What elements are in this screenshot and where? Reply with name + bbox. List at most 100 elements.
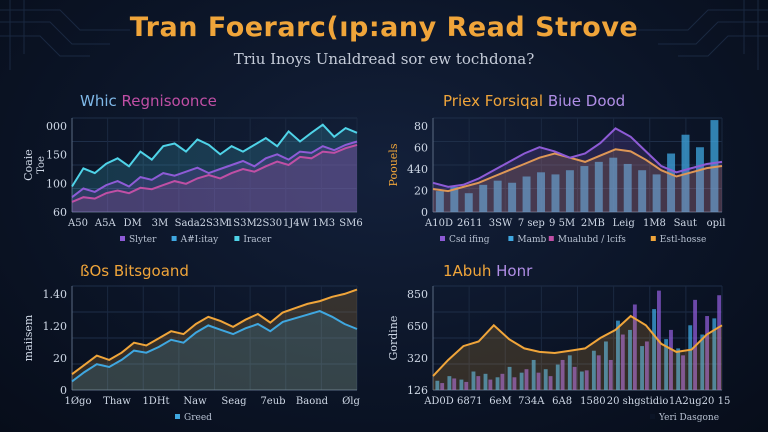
chart3-x-tick-label: 1DHt: [142, 396, 169, 407]
chart3-title-part1: ßOs: [80, 262, 110, 280]
chart2-title-part1: Priex Forsiqal: [443, 92, 544, 110]
chart1-series-area: [72, 144, 357, 212]
chart1-legend-swatch: [234, 236, 240, 241]
chart1-series-line: [71, 123, 358, 188]
page-subtitle: Triu Inoys Unaldread sor ew tochdona?: [233, 50, 535, 68]
chart1-series-area: [72, 124, 357, 212]
chart1-series-line: [71, 143, 358, 203]
chart4-bar: [555, 364, 560, 390]
chart4-bar: [712, 318, 717, 390]
chart1-title: Whic Regnisoonce: [80, 92, 217, 110]
chart4-bar: [579, 371, 584, 390]
chart4-bar: [616, 320, 620, 390]
chart4-bar: [464, 381, 469, 390]
chart2-legend-swatch: [440, 236, 445, 241]
chart4-bar: [507, 366, 512, 390]
chart3-legend-swatch: [175, 414, 180, 419]
chart4-bar: [644, 341, 649, 390]
chart2-x-tick-label: 7 sep: [518, 218, 545, 229]
chart1-x-tick-label: 3M: [152, 218, 169, 229]
decorative-corner-left: [0, 0, 130, 70]
chart4-bar: [435, 380, 440, 390]
chart2-x-tick-label: Saut: [674, 218, 697, 229]
chart3: 1.40 1.20 20 0 maiisem 1Øgo Thaw 1DHt Naw Seag 7eu…: [22, 285, 360, 423]
chart2-legend-swatch: [650, 236, 656, 241]
chart4-bar: [596, 355, 601, 390]
chart3-x-tick-label: Ølg: [342, 396, 360, 407]
chart2-x-tick-label: 2611: [457, 218, 482, 229]
chart3-y-axis-label: maiisem: [22, 314, 35, 361]
chart1-x-tick-label: 1J4W: [283, 218, 311, 229]
chart4-x-tick-label: 1A2ug: [669, 396, 702, 407]
chart3-x-tick-label: 1Øgo: [65, 396, 92, 407]
chart2-x-tick-label: 2MB: [581, 218, 605, 229]
chart2-legend-swatch: [548, 236, 554, 241]
chart4-bar: [495, 377, 500, 390]
chart1-x-tick-label: A50: [67, 218, 88, 229]
chart3-y-tick-label: 1.40: [43, 288, 68, 301]
chart4-y-tick-label: 320: [407, 352, 428, 365]
chart1-x-tick-label: 1M3: [312, 218, 335, 229]
chart1-x-tick-label: 2S30: [256, 218, 282, 229]
chart4-x-tick-label: stidio: [640, 396, 668, 407]
chart4-bar: [471, 371, 476, 390]
chart4-y-tick-label: 850: [407, 288, 428, 301]
chart1-legend-entry: Slyter: [129, 235, 157, 245]
chart3-x-tick-label: Seag: [221, 396, 247, 407]
chart4-x-tick-label: AD0D: [423, 396, 454, 407]
chart4-bar: [524, 369, 529, 390]
chart2-bar: [695, 147, 704, 212]
chart3-y-tick-label: 0: [60, 384, 67, 397]
chart3-x-tick-label: Thaw: [103, 396, 131, 407]
chart1-x-tick-label: A5A: [94, 218, 117, 229]
chart2-bar: [667, 153, 676, 212]
chart3-x-tick-label: Naw: [183, 396, 207, 407]
chart3-y-tick-label: 20: [53, 352, 67, 365]
chart4-bar: [536, 372, 541, 390]
chart4-bar: [664, 339, 669, 390]
chart4-bar: [676, 348, 681, 390]
chart1-x-tick-label: 2S3M: [200, 218, 230, 229]
chart3-x-tick-label: Baond: [296, 396, 329, 407]
chart2-bar: [638, 170, 647, 212]
chart2-bar: [565, 170, 574, 212]
chart2-bar: [537, 172, 545, 212]
chart1-legend-swatch: [171, 236, 177, 241]
chart1-legend-entry: A#I:itay: [180, 235, 219, 245]
chart2-y-tick-label: 0: [421, 206, 428, 219]
chart2: 80 60 440 20 0 Poouels A10D 2611 3SW 7 sep 9 5M 2MB…: [387, 117, 726, 245]
chart4-bar: [681, 355, 685, 390]
chart4-bar: [447, 376, 452, 390]
chart2-bar: [580, 166, 589, 212]
chart4-bar: [669, 329, 673, 390]
chart2-series-line: [432, 127, 723, 188]
chart1-y-axis-label-2: Toe: [36, 156, 47, 174]
chart1: 000 150 100 60 Coaie Toe A50 A5A DM 3M Sada 2S3M1S3…: [22, 117, 363, 245]
chart2-x-tick-label: 9 5M: [549, 218, 575, 229]
chart4-bar: [488, 379, 493, 390]
chart2-legend-entry: Csd ifing: [449, 235, 490, 245]
chart4-x-tick-label: 1580: [580, 396, 605, 407]
chart3-title: ßOs Bitsgoand: [80, 262, 189, 280]
chart1-y-tick-label: 000: [46, 120, 67, 133]
chart2-title: Priex Forsiqal Biue Dood: [443, 92, 625, 110]
chart1-legend-entry: Iracer: [243, 235, 272, 245]
chart2-y-axis-label: Poouels: [387, 143, 400, 186]
chart1-title-part2: Regnisoonce: [121, 92, 217, 110]
chart4-bar: [572, 366, 577, 390]
chart2-legend-entry: Estl-hosse: [660, 235, 707, 245]
chart4-bar: [608, 359, 613, 390]
chart2-bar: [551, 174, 560, 212]
chart1-series-line: [71, 140, 358, 198]
chart4-bar: [440, 383, 445, 390]
chart4-bar: [500, 373, 505, 390]
chart4-bar: [652, 309, 657, 390]
chart4-series-line: [432, 314, 723, 377]
chart2-legend-swatch: [508, 236, 514, 241]
chart1-x-tick-label: SM6: [339, 218, 362, 229]
chart4-bar: [705, 316, 710, 390]
chart2-bar: [508, 182, 517, 212]
chart3-y-tick-label: 1.20: [43, 320, 68, 333]
chart2-y-tick-label: 80: [414, 120, 428, 133]
chart2-x-tick-label: opil: [707, 218, 726, 229]
